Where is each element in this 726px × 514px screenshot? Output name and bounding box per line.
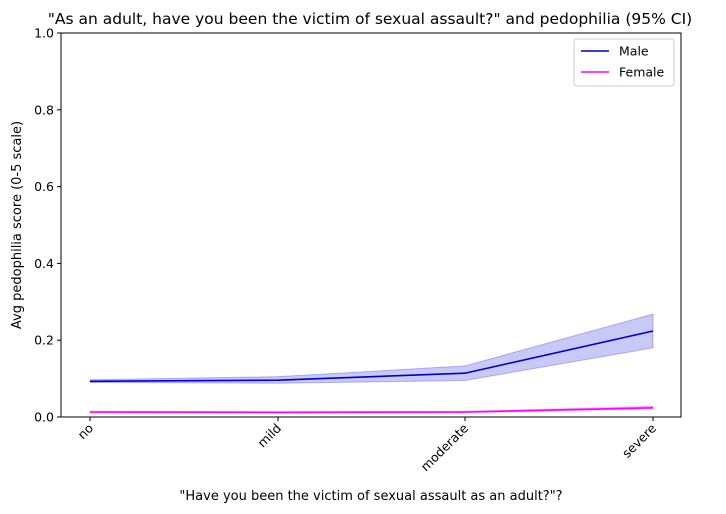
- x-tick-label: moderate: [417, 420, 471, 474]
- ci-band-0: [89, 313, 654, 384]
- y-tick-label: 0.4: [34, 256, 54, 271]
- x-tick-label: mild: [254, 421, 284, 451]
- legend: Male Female: [573, 38, 675, 87]
- legend-label: Male: [619, 44, 649, 59]
- y-tick-label: 0.8: [34, 102, 54, 117]
- x-axis: no mild moderate severe: [74, 417, 659, 474]
- series-line-0: [89, 330, 654, 383]
- x-axis-label: "Have you been the victim of sexual assa…: [179, 489, 562, 504]
- y-axis: 0.0 0.2 0.4 0.6 0.8 1.0: [34, 26, 61, 425]
- y-axis-label: Avg pedophilia score (0-5 scale): [10, 121, 25, 329]
- y-tick-label: 0.6: [34, 179, 54, 194]
- series-lines: [89, 330, 654, 414]
- y-tick-label: 0.2: [34, 333, 54, 348]
- legend-label: Female: [619, 65, 665, 80]
- series-line-1: [89, 406, 654, 414]
- chart-title: "As an adult, have you been the victim o…: [48, 10, 692, 28]
- y-tick-label: 1.0: [34, 26, 54, 41]
- plot-frame: [60, 32, 682, 418]
- y-tick-label: 0.0: [34, 410, 54, 425]
- ci-bands: [89, 313, 654, 414]
- x-tick-label: no: [74, 421, 96, 443]
- x-tick-label: severe: [619, 420, 659, 460]
